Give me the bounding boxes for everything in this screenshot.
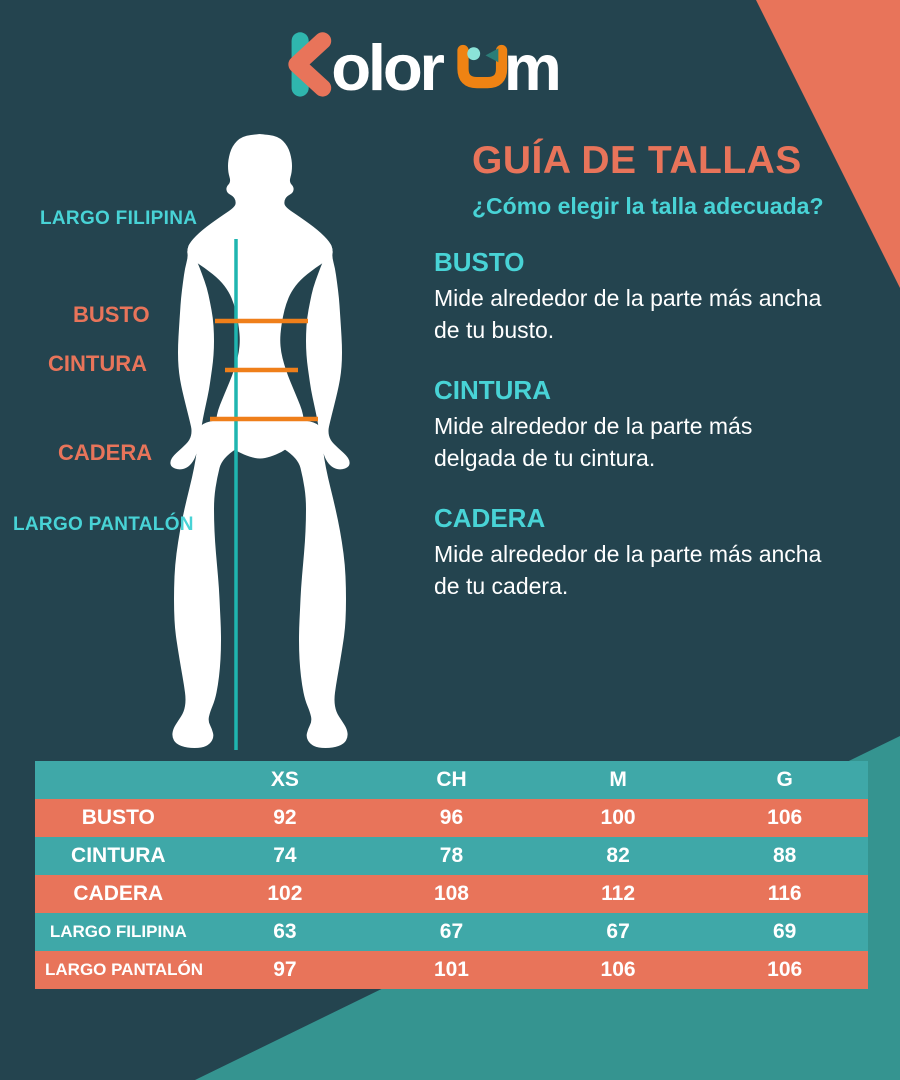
svg-text:m: m	[504, 31, 562, 103]
svg-text:olor: olor	[331, 31, 444, 103]
